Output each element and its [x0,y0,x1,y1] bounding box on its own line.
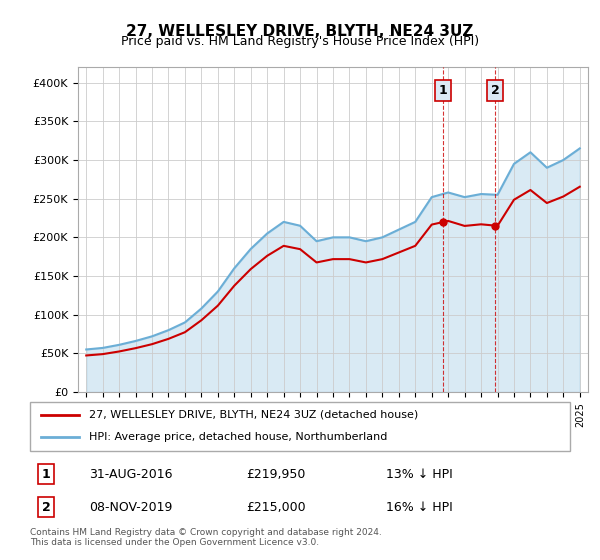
Text: HPI: Average price, detached house, Northumberland: HPI: Average price, detached house, Nort… [89,432,388,442]
Text: 27, WELLESLEY DRIVE, BLYTH, NE24 3UZ: 27, WELLESLEY DRIVE, BLYTH, NE24 3UZ [127,24,473,39]
Text: 31-AUG-2016: 31-AUG-2016 [89,468,173,481]
Text: 08-NOV-2019: 08-NOV-2019 [89,501,173,514]
Text: 2: 2 [491,84,499,97]
Text: £215,000: £215,000 [246,501,305,514]
Text: 13% ↓ HPI: 13% ↓ HPI [386,468,453,481]
Text: 1: 1 [439,84,447,97]
Text: 1: 1 [42,468,50,481]
Text: Contains HM Land Registry data © Crown copyright and database right 2024.
This d: Contains HM Land Registry data © Crown c… [30,528,382,547]
Text: 16% ↓ HPI: 16% ↓ HPI [386,501,453,514]
Text: Price paid vs. HM Land Registry's House Price Index (HPI): Price paid vs. HM Land Registry's House … [121,35,479,48]
FancyBboxPatch shape [30,402,570,451]
Text: £219,950: £219,950 [246,468,305,481]
Text: 2: 2 [42,501,50,514]
Text: 27, WELLESLEY DRIVE, BLYTH, NE24 3UZ (detached house): 27, WELLESLEY DRIVE, BLYTH, NE24 3UZ (de… [89,410,419,420]
